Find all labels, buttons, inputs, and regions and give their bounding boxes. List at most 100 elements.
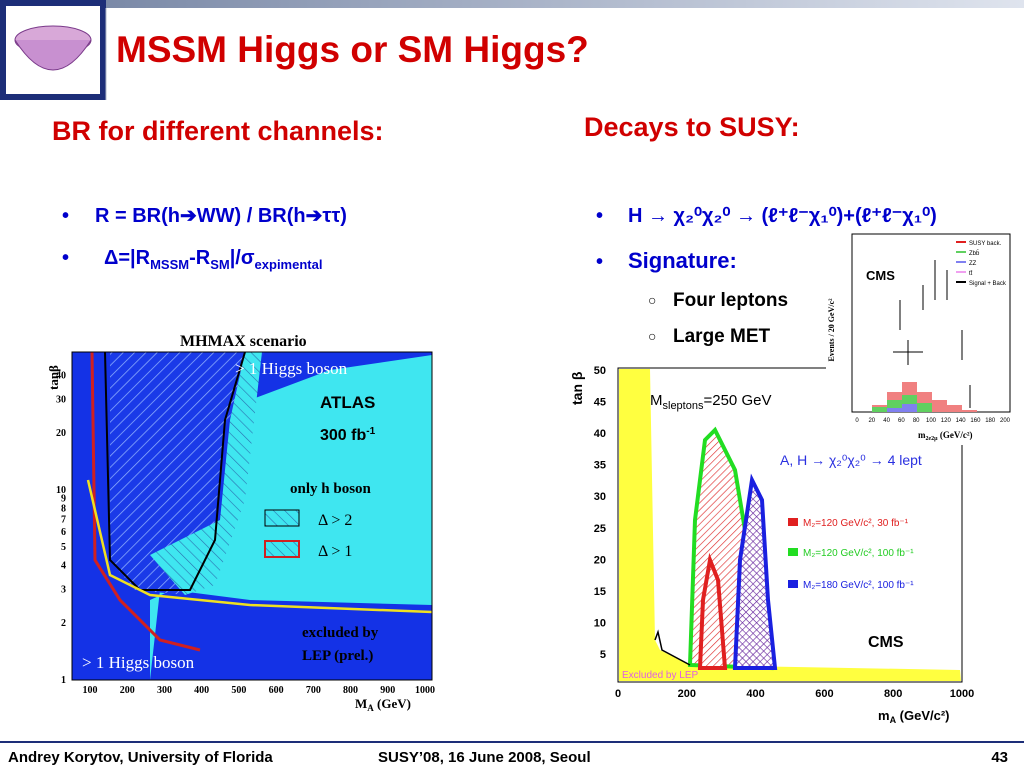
bullet-text: H → χ₂⁰χ₂⁰ → (ℓ⁺ℓ⁻χ₁⁰)+(ℓ⁺ℓ⁻χ₁⁰): [628, 205, 937, 227]
axis-label: tanβ: [46, 365, 61, 390]
y-tick-label: 3: [61, 584, 66, 595]
x-tick-label: 180: [985, 418, 996, 424]
ticks: 100 200 300 400 500 600 700 800 900 1000 1 2 3 4 5 6 789…: [56, 371, 435, 696]
sub-bullet-dot: ○: [648, 292, 656, 308]
legend-text: Signal + Back: [969, 281, 1007, 287]
x-tick-label: 800: [884, 688, 902, 700]
fig-label: A, H → χ₂⁰χ₂⁰ → 4 lept: [780, 452, 922, 468]
fig-label: Excluded by LEP: [622, 670, 698, 681]
region-hatch-cyan: [150, 352, 262, 595]
fig-label: Δ > 1: [318, 543, 352, 560]
x-tick-label: 100: [83, 685, 98, 696]
x-tick-label: 200: [1000, 418, 1011, 424]
fig-label: excluded by: [302, 625, 379, 641]
fig-label: Msleptons=250 GeV: [650, 392, 771, 412]
footer-page: 43: [991, 749, 1008, 766]
legend-swatch: [788, 548, 798, 556]
x-tick-label: 400: [746, 688, 764, 700]
y-tick-label: 20: [56, 428, 66, 439]
axis-label: mA (GeV/c²): [878, 708, 950, 725]
y-tick-label: 10: [56, 485, 66, 496]
legend-swatch: [264, 509, 300, 527]
x-tick-label: 400: [194, 685, 209, 696]
y-tick-label: 40: [594, 428, 606, 440]
fig-label: > 1 Higgs boson: [235, 359, 348, 378]
y-tick-label: 7: [61, 514, 66, 525]
x-tick-label: 1000: [950, 688, 974, 700]
bullet-text: R = BR(h➔WW) / BR(h➔ττ): [95, 205, 347, 227]
bullet-dot: •: [62, 205, 69, 227]
legend-text: M₂=120 GeV/c², 100 fb⁻¹: [803, 548, 914, 559]
fig-label: CMS: [868, 634, 904, 651]
sub-bullet-text: Large MET: [673, 326, 771, 347]
x-tick-label: 0: [855, 418, 859, 424]
x-tick-label: 300: [157, 685, 172, 696]
y-tick-label: 5: [61, 542, 66, 553]
inset-figure: CMS SUSY back. Zbb̄ ZZ tt̄ Signal + Back Eve…: [826, 233, 1018, 445]
slide-title: MSSM Higgs or SM Higgs?: [116, 29, 589, 70]
legend-text: Zbb̄: [969, 250, 980, 257]
left-figure: MHMAX scenario > 1 Higgs boson > 1 Higgs…: [46, 333, 435, 713]
legend-swatch: [264, 540, 300, 558]
axis-label: MA (GeV): [355, 696, 411, 713]
y-tick-label: 25: [594, 523, 606, 535]
logo-bowl: [14, 39, 92, 71]
x-tick-label: 80: [913, 418, 920, 424]
bullet-dot: •: [596, 205, 603, 227]
y-tick-label: 50: [594, 365, 606, 377]
lep-region: [619, 369, 961, 681]
inset-frame: [851, 233, 1011, 413]
contour-red: [697, 552, 728, 670]
x-tick-label: 700: [306, 685, 321, 696]
sub-bullet-text: Four leptons: [673, 290, 788, 311]
x-tick-label: 1000: [415, 685, 435, 696]
y-tick-label: 8: [61, 503, 66, 514]
hist-tt: [872, 404, 917, 412]
x-tick-label: 120: [941, 418, 952, 424]
bullet-dot: •: [62, 247, 69, 269]
fig-title: MHMAX scenario: [180, 333, 307, 350]
fig-label: 300 fb-1: [320, 426, 376, 444]
y-tick-label: 15: [594, 586, 606, 598]
x-tick-label: 160: [970, 418, 981, 424]
x-tick-label: 600: [815, 688, 833, 700]
fig-label: > 1 Higgs boson: [82, 653, 195, 672]
legend-text: SUSY back.: [969, 241, 1002, 247]
bullet-dot: •: [596, 251, 603, 273]
x-tick-label: 900: [380, 685, 395, 696]
inset-legend: SUSY back. Zbb̄ ZZ tt̄ Signal + Back: [956, 241, 1007, 287]
fig-label: ATLAS: [320, 393, 375, 412]
region-blue: [190, 600, 260, 680]
axis-label: tan β: [569, 371, 585, 405]
header-band: [0, 0, 1024, 8]
y-tick-label: 35: [594, 460, 606, 472]
lep-curve: [654, 629, 691, 666]
curve-black: [104, 351, 246, 591]
left-heading: BR for different channels:: [52, 116, 384, 146]
fig-label: Δ > 2: [318, 512, 352, 529]
x-tick-label: 20: [868, 418, 875, 424]
x-tick-label: 60: [898, 418, 905, 424]
y-tick-label: 2: [61, 618, 66, 629]
footer-author: Andrey Korytov, University of Florida: [8, 749, 273, 766]
x-tick-label: 40: [883, 418, 890, 424]
y-tick-label: 10: [594, 617, 606, 629]
curve-yellow: [86, 479, 433, 614]
y-tick-label: 4: [61, 561, 66, 572]
legend-text: ZZ: [969, 261, 977, 267]
x-tick-label: 500: [231, 685, 246, 696]
fig-label: LEP (prel.): [302, 648, 373, 664]
legend-swatch: [788, 518, 798, 526]
x-tick-label: 200: [678, 688, 696, 700]
y-tick-label: 5: [600, 649, 606, 661]
fig-label: only h boson: [290, 481, 372, 497]
x-tick-label: 0: [615, 688, 621, 700]
x-tick-label: 600: [269, 685, 284, 696]
footer-event: SUSY’08, 16 June 2008, Seoul: [378, 749, 591, 766]
ticks: 0 20 40 60 80 100 120 140 160 180 200: [855, 418, 1010, 424]
y-tick-label: 45: [594, 397, 606, 409]
legend-text: M₂=180 GeV/c², 100 fb⁻¹: [803, 580, 914, 591]
